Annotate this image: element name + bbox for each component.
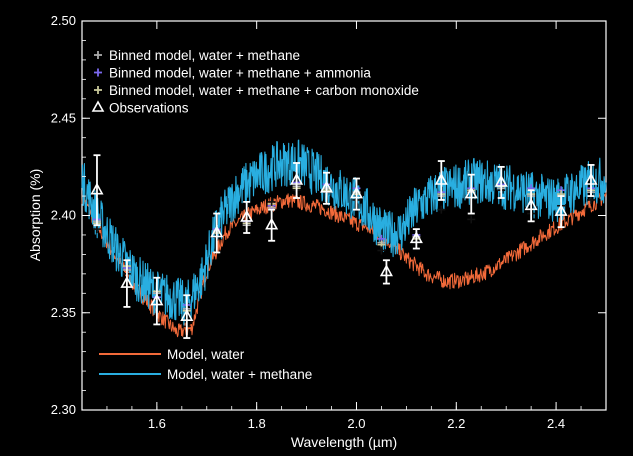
y-tick-label: 2.35 — [51, 305, 76, 320]
legend-bottom-entry: Model, water + methane — [99, 367, 312, 382]
x-axis-title: Wavelength (µm) — [291, 434, 397, 450]
series-line-model-water — [81, 190, 607, 338]
legend-bottom: Model, water Model, water + methane — [99, 347, 312, 382]
observation-point — [349, 177, 364, 211]
binned-water-point — [92, 225, 101, 234]
binned-water-point — [437, 205, 446, 214]
series-line-model-water-methane — [81, 139, 607, 326]
binned-water-point — [377, 246, 386, 255]
legend-top-label: Binned model, water + methane — [109, 48, 300, 63]
x-tick-label: 2.4 — [547, 416, 565, 431]
legend-top-entry: Binned model, water + methane + ammonia — [94, 66, 371, 81]
observation-point — [290, 162, 304, 199]
y-tick-label: 2.45 — [51, 110, 76, 125]
binned-water-point — [587, 195, 596, 204]
ticks-group: 1.6 1.8 2.0 2.2 2.4 2.30 2.35 2.40 2.45 2.50 — [51, 13, 607, 431]
observation-point — [265, 208, 279, 242]
observation-point — [120, 259, 134, 308]
observation-point — [464, 173, 478, 215]
observation-point — [90, 154, 104, 227]
observation-point — [150, 276, 164, 326]
legend-bottom-label: Model, water + methane — [167, 367, 312, 382]
legend-top-label: Observations — [109, 101, 189, 116]
x-tick-label: 1.6 — [148, 416, 166, 431]
observation-point — [409, 228, 423, 250]
legend-bottom-entry: Model, water — [99, 347, 245, 362]
x-tick-label: 2.2 — [447, 416, 465, 431]
legend-top-entry: Binned model, water + methane — [94, 48, 300, 63]
legend-top-label: Binned model, water + methane + ammonia — [109, 66, 371, 81]
markers-group — [90, 154, 598, 339]
y-tick-label: 2.50 — [51, 13, 76, 28]
observation-point — [434, 160, 448, 201]
observation-point — [554, 195, 568, 229]
observation-point — [240, 200, 254, 234]
series-group — [81, 139, 607, 338]
legend-top-entry: Binned model, water + methane + carbon m… — [94, 83, 419, 98]
binned-water-point — [267, 197, 276, 206]
x-tick-label: 2.0 — [347, 416, 365, 431]
observation-point — [584, 164, 598, 197]
observation-point — [379, 259, 393, 285]
x-tick-label: 1.8 — [248, 416, 266, 431]
y-tick-label: 2.30 — [51, 402, 76, 417]
y-axis-title: Absorption (%) — [27, 169, 43, 262]
y-tick-label: 2.40 — [51, 208, 76, 223]
legend-top: Binned model, water + methane Binned mode… — [91, 48, 419, 116]
binned-water-point — [467, 215, 476, 224]
observation-point — [319, 171, 334, 205]
observation-point — [180, 294, 194, 339]
legend-bottom-label: Model, water — [167, 347, 245, 362]
observation-point — [210, 212, 224, 254]
observation-point — [494, 165, 508, 199]
legend-top-label: Binned model, water + methane + carbon m… — [109, 83, 419, 98]
legend-top-entry: Observations — [91, 100, 189, 116]
observation-point — [524, 189, 538, 223]
